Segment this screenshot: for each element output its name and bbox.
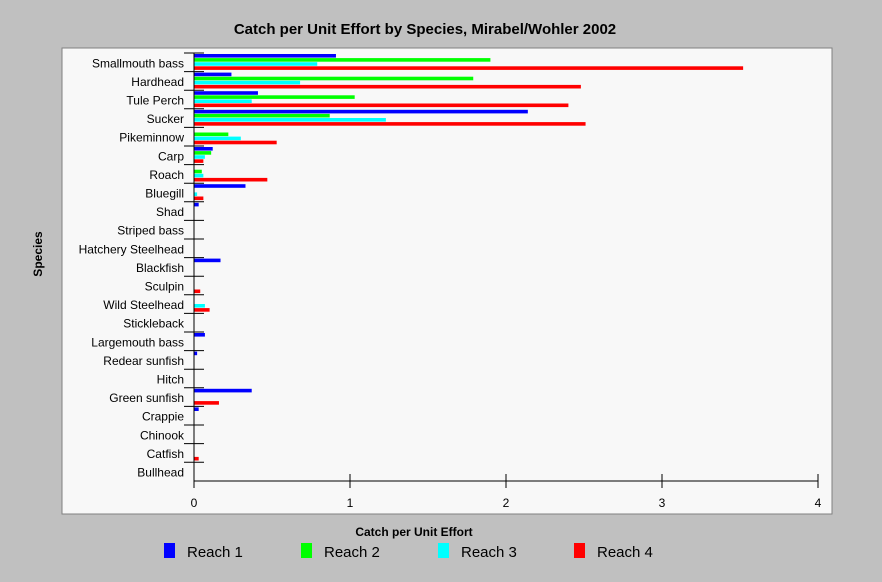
bar-reach-4 — [194, 66, 744, 70]
category-label: Carp — [158, 149, 184, 163]
category-label: Hitch — [157, 373, 184, 387]
legend: Reach 1 Reach 2 Reach 3 Reach 4 — [164, 543, 653, 561]
category-label: Sculpin — [145, 280, 184, 294]
legend-label: Reach 1 — [187, 544, 243, 561]
bar-reach-3 — [194, 192, 198, 196]
x-tick-label: 4 — [815, 496, 822, 510]
legend-item-reach-1: Reach 1 — [164, 543, 243, 561]
legend-swatch — [574, 543, 585, 558]
y-axis-title: Species — [31, 231, 45, 277]
category-label: Redear sunfish — [103, 354, 184, 368]
x-tick-label: 2 — [503, 496, 510, 510]
bar-reach-4 — [194, 456, 199, 461]
bar-reach-1 — [194, 109, 528, 114]
bar-reach-1 — [194, 91, 258, 95]
category-label: Largemouth bass — [91, 335, 184, 349]
bar-reach-2 — [194, 132, 229, 137]
x-axis-title: Catch per Unit Effort — [355, 525, 472, 539]
bar-reach-2 — [194, 151, 212, 155]
bar-reach-2 — [194, 76, 474, 81]
bar-reach-4 — [194, 103, 569, 108]
chart-title: Catch per Unit Effort by Species, Mirabe… — [234, 21, 616, 38]
bar-reach-3 — [194, 173, 204, 178]
category-label: Pikeminnow — [119, 131, 184, 145]
legend-swatch — [438, 543, 449, 558]
bar-reach-4 — [194, 196, 204, 201]
bar-reach-2 — [194, 95, 355, 99]
x-tick-label: 3 — [659, 496, 666, 510]
category-label: Bullhead — [137, 466, 184, 480]
legend-item-reach-2: Reach 2 — [301, 543, 380, 561]
category-label: Chinook — [140, 428, 185, 442]
bar-reach-1 — [194, 202, 199, 207]
x-tick-label: 1 — [347, 496, 354, 510]
bar-reach-1 — [194, 407, 199, 411]
bar-reach-2 — [194, 113, 330, 118]
bar-reach-3 — [194, 62, 318, 66]
bar-reach-1 — [194, 184, 246, 188]
category-label: Green sunfish — [109, 391, 184, 405]
bar-reach-1 — [194, 388, 252, 393]
legend-item-reach-4: Reach 4 — [574, 543, 653, 561]
bar-reach-3 — [194, 155, 205, 159]
bar-reach-3 — [194, 136, 241, 141]
bar-reach-1 — [194, 54, 336, 58]
bar-reach-1 — [194, 72, 232, 77]
bar-reach-3 — [194, 99, 252, 103]
bar-reach-4 — [194, 84, 581, 89]
category-label: Blackfish — [136, 261, 184, 275]
legend-label: Reach 4 — [597, 544, 653, 561]
legend-swatch — [164, 543, 175, 558]
category-label: Hatchery Steelhead — [79, 242, 184, 256]
bar-reach-1 — [194, 258, 221, 263]
category-label: Tule Perch — [126, 94, 184, 108]
bar-reach-3 — [194, 118, 386, 122]
category-label: Shad — [156, 205, 184, 219]
bar-reach-4 — [194, 177, 268, 182]
bar-reach-1 — [194, 351, 198, 356]
category-label: Sucker — [147, 112, 184, 126]
bar-reach-4 — [194, 140, 277, 145]
bar-reach-4 — [194, 401, 219, 405]
category-label: Crappie — [142, 410, 184, 424]
category-label: Wild Steelhead — [103, 298, 184, 312]
bar-reach-3 — [194, 80, 301, 85]
bar-reach-1 — [194, 147, 213, 151]
category-label: Bluegill — [145, 187, 184, 201]
category-label: Striped bass — [117, 224, 184, 238]
legend-item-reach-3: Reach 3 — [438, 543, 517, 561]
category-label: Catfish — [147, 447, 184, 461]
category-label: Smallmouth bass — [92, 56, 184, 70]
category-label: Roach — [149, 168, 184, 182]
category-label: Hardhead — [131, 75, 184, 89]
legend-label: Reach 3 — [461, 544, 517, 561]
bar-reach-1 — [194, 333, 205, 337]
category-label: Stickleback — [123, 317, 185, 331]
legend-label: Reach 2 — [324, 544, 380, 561]
bar-reach-3 — [194, 304, 205, 308]
bar-reach-4 — [194, 159, 204, 163]
bar-reach-4 — [194, 122, 586, 126]
bar-reach-2 — [194, 58, 491, 62]
bar-reach-2 — [194, 169, 202, 174]
x-tick-label: 0 — [191, 496, 198, 510]
bar-reach-4 — [194, 289, 201, 294]
legend-swatch — [301, 543, 312, 558]
bar-reach-4 — [194, 308, 210, 312]
